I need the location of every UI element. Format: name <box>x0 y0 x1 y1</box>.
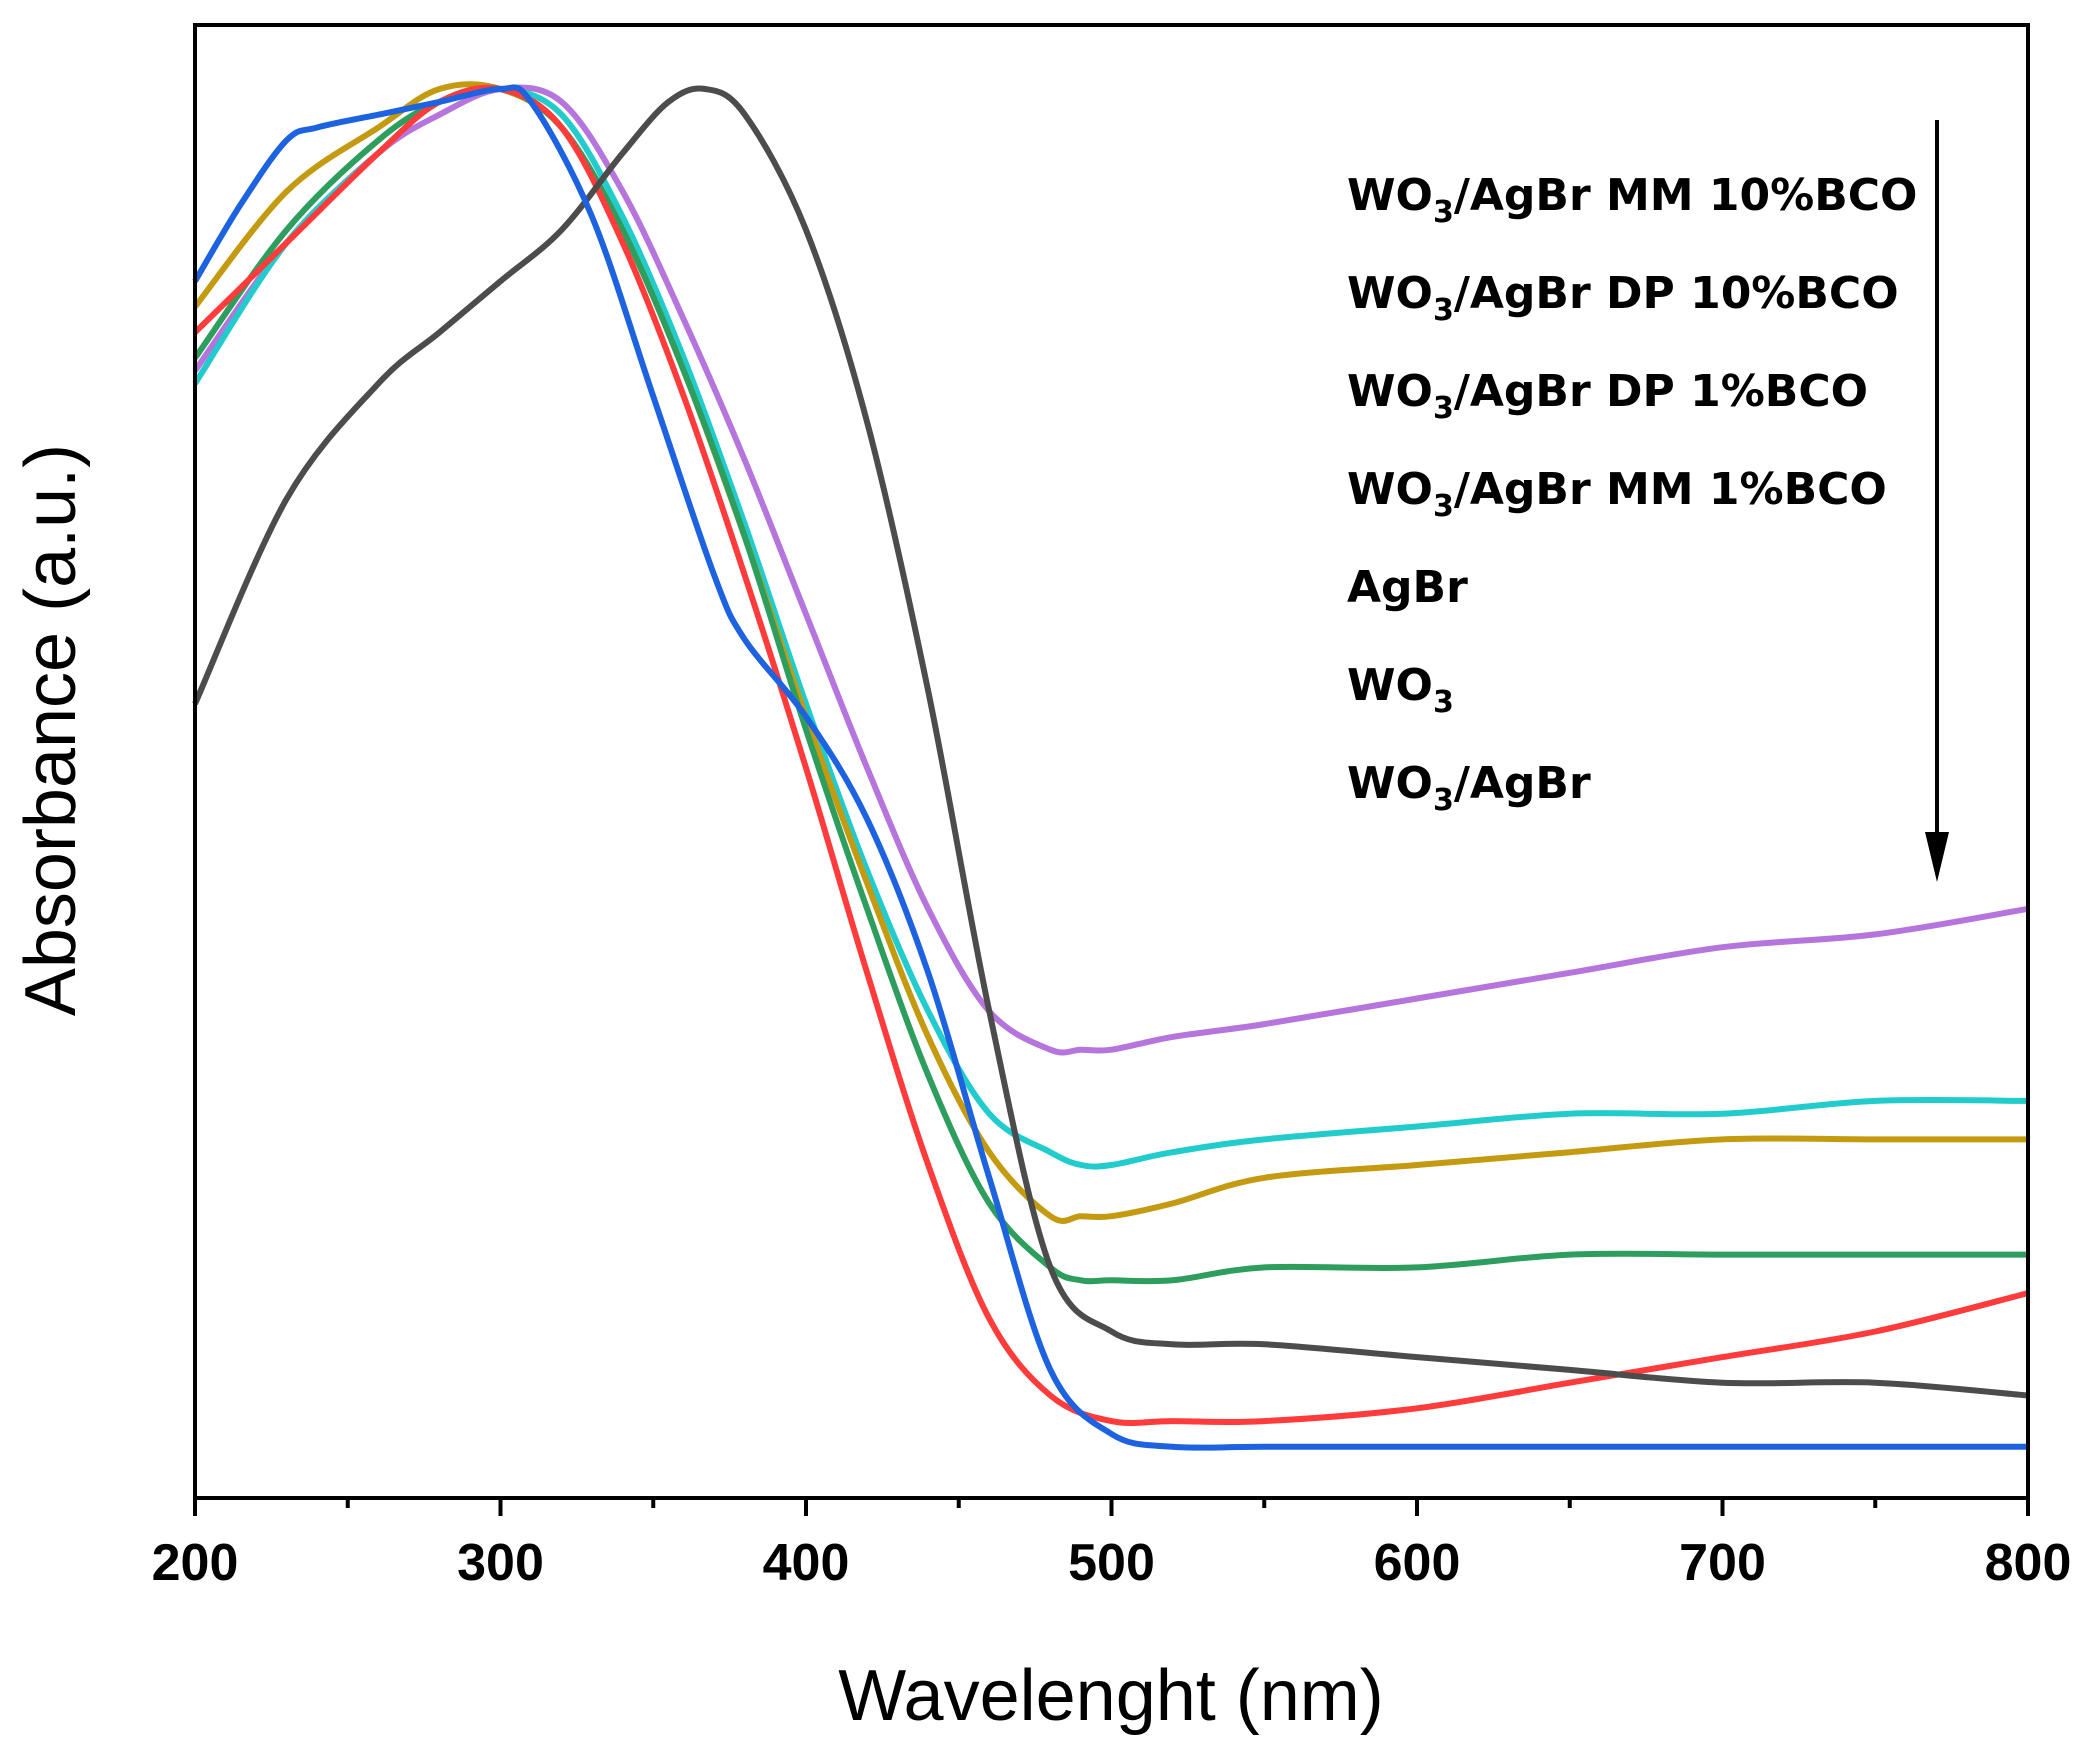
x-tick-label: 600 <box>1374 1534 1461 1592</box>
legend-entry: WO3/AgBr MM 10%BCO <box>1347 170 1917 230</box>
legend: WO3/AgBr MM 10%BCO WO3/AgBr DP 10%BCO WO3/… <box>1347 170 1917 818</box>
x-tick-label: 800 <box>1985 1534 2072 1592</box>
y-axis-title: Absorbance (a.u.) <box>11 444 91 1016</box>
series-line-wo3-agbr-mm-10-bco <box>192 84 2029 1056</box>
x-tick-label: 700 <box>1679 1534 1766 1592</box>
legend-arrow <box>1925 120 1949 882</box>
series-layer <box>192 81 2029 1451</box>
x-axis-ticks: 200 300 400 500 600 700 800 <box>152 1498 2072 1592</box>
legend-entry: WO3/AgBr DP 1%BCO <box>1347 366 1868 426</box>
legend-entry: WO3/AgBr <box>1347 758 1591 818</box>
legend-entry: WO3 <box>1347 660 1454 720</box>
legend-entry: WO3/AgBr MM 1%BCO <box>1347 464 1887 524</box>
series-line-wo3-agbr-dp-10-bco <box>192 85 2029 1170</box>
legend-entry: AgBr <box>1347 562 1468 613</box>
x-tick-label: 200 <box>152 1534 239 1592</box>
series-line-wo3 <box>192 85 2029 1399</box>
x-axis-title: Wavelenght (nm) <box>838 1656 1384 1736</box>
x-tick-label: 300 <box>457 1534 544 1592</box>
plot-frame <box>193 23 2030 1500</box>
x-tick-label: 500 <box>1068 1534 1155 1592</box>
legend-entry: WO3/AgBr DP 10%BCO <box>1347 268 1899 328</box>
series-line-wo3-agbr <box>192 84 2028 1451</box>
x-tick-label: 400 <box>763 1534 850 1592</box>
series-line-wo3-agbr-mm-1-bco <box>192 84 2028 1285</box>
